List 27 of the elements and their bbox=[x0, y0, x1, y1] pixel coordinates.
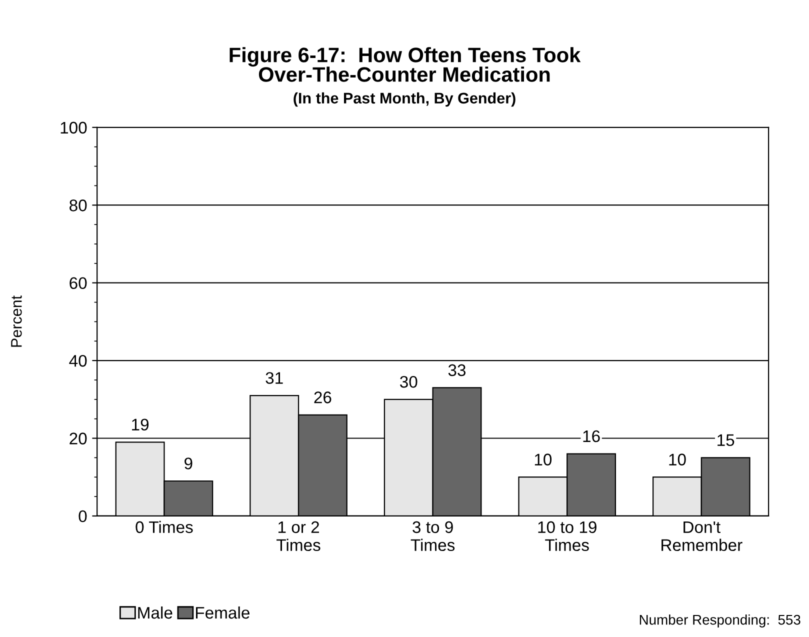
data-label: 10 bbox=[534, 454, 552, 466]
data-label: 9 bbox=[184, 458, 192, 470]
data-label: 33 bbox=[448, 364, 466, 376]
data-label: 10 bbox=[669, 454, 686, 466]
text: Number Responding: 553 bbox=[640, 614, 800, 628]
data-label: 19 bbox=[132, 418, 149, 431]
x-tick-label: 0 Times bbox=[136, 520, 193, 534]
legend-label: Female bbox=[196, 606, 250, 619]
y-tick-label: 100 bbox=[60, 122, 87, 134]
y-axis-title: Percent bbox=[11, 295, 22, 347]
legend-label: Male bbox=[138, 606, 172, 619]
chart-title: Figure 6-17: How Often Teens Took Over-The-Counter Medication bbox=[230, 47, 581, 82]
y-tick-label: 20 bbox=[70, 432, 87, 444]
data-label: 30 bbox=[400, 376, 418, 388]
y-tick-label: 0 bbox=[78, 510, 87, 522]
data-label: 16 bbox=[583, 430, 600, 442]
chart-subtitle: (In the Past Month, By Gender) bbox=[294, 92, 516, 107]
y-tick-label: 40 bbox=[69, 354, 87, 367]
data-label: 26 bbox=[314, 392, 332, 404]
x-tick-label: 1 or 2 Times bbox=[276, 521, 320, 552]
y-tick-label: 60 bbox=[70, 277, 87, 290]
data-label: 15 bbox=[718, 434, 734, 446]
y-tick-label: 80 bbox=[70, 200, 87, 212]
data-label: 31 bbox=[266, 372, 283, 384]
x-tick-label: Don't Remember bbox=[662, 521, 742, 552]
x-tick-label: 10 to 19 Times bbox=[538, 521, 596, 552]
x-tick-label: 3 to 9 Times bbox=[410, 521, 455, 552]
